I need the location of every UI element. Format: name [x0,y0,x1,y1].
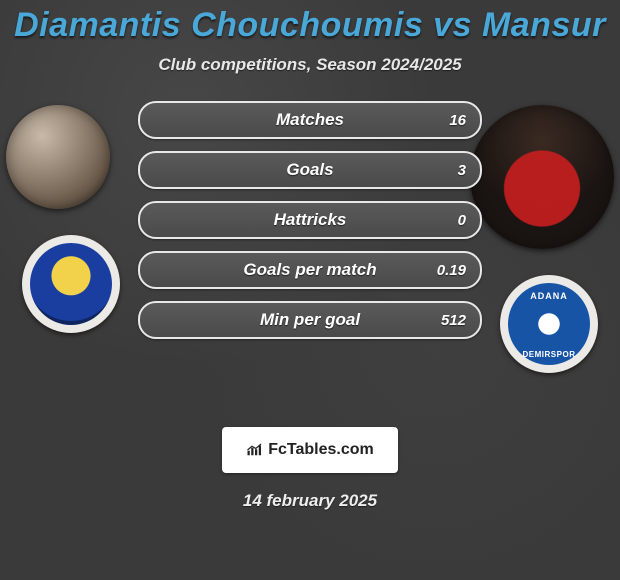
page-title: Diamantis Chouchoumis vs Mansur [0,0,620,45]
stat-bar-value: 512 [441,303,466,337]
stat-bar-value: 0 [458,203,466,237]
brand-label: FcTables.com [268,441,374,459]
stat-bar-label: Goals per match [140,253,480,287]
stat-bar-label: Min per goal [140,303,480,337]
brand-box: FcTables.com [222,427,398,473]
stat-bar: Min per goal 512 [138,301,482,339]
stat-bar-value: 0.19 [437,253,466,287]
page-subtitle: Club competitions, Season 2024/2025 [0,55,620,75]
stat-bar: Goals 3 [138,151,482,189]
stat-bar: Hattricks 0 [138,201,482,239]
stat-bar: Matches 16 [138,101,482,139]
club2-crest-top-text: ADANA [500,291,598,301]
club2-crest-bottom-text: DEMIRSPOR [500,350,598,359]
stat-bar-value: 16 [449,103,466,137]
chart-icon [246,443,264,457]
stat-bar-label: Goals [140,153,480,187]
club1-crest-art [30,243,112,325]
club1-crest [22,235,120,333]
player1-avatar [6,105,110,209]
stat-bar: Goals per match 0.19 [138,251,482,289]
brand-text: FcTables.com [246,441,374,459]
date-text: 14 february 2025 [0,491,620,511]
stat-bar-label: Hattricks [140,203,480,237]
player2-avatar [470,105,614,249]
comparison-arena: ADANA DEMIRSPOR Matches 16 Goals 3 Hattr… [0,101,620,381]
stat-bars: Matches 16 Goals 3 Hattricks 0 Goals per… [138,101,482,351]
stat-bar-value: 3 [458,153,466,187]
club2-crest: ADANA DEMIRSPOR [500,275,598,373]
stat-bar-label: Matches [140,103,480,137]
